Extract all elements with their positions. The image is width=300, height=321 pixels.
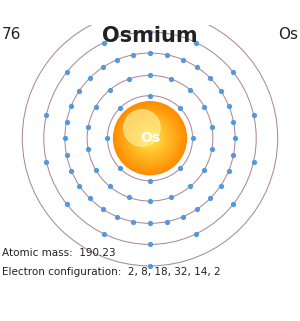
Circle shape [129, 117, 171, 159]
Text: Os: Os [140, 131, 160, 145]
Circle shape [123, 111, 177, 166]
Circle shape [122, 110, 178, 167]
Circle shape [128, 116, 172, 160]
Circle shape [118, 106, 182, 170]
Circle shape [131, 119, 169, 157]
Circle shape [130, 118, 170, 158]
Text: Osmium: Osmium [102, 26, 198, 46]
Circle shape [134, 122, 166, 155]
Circle shape [116, 104, 184, 172]
Circle shape [124, 112, 176, 165]
Text: Atomic mass:  190.23: Atomic mass: 190.23 [2, 248, 116, 258]
Circle shape [147, 135, 153, 141]
Circle shape [145, 133, 155, 144]
Circle shape [144, 132, 156, 144]
Circle shape [133, 121, 167, 156]
Circle shape [140, 128, 160, 148]
Circle shape [141, 129, 159, 147]
Circle shape [115, 104, 185, 173]
Circle shape [132, 120, 168, 156]
Text: Electron configuration:  2, 8, 18, 32, 14, 2: Electron configuration: 2, 8, 18, 32, 14… [2, 267, 221, 277]
Circle shape [138, 126, 162, 150]
Circle shape [114, 103, 186, 174]
Circle shape [142, 130, 158, 146]
Circle shape [137, 126, 163, 151]
Circle shape [146, 134, 154, 143]
Circle shape [125, 114, 175, 163]
Circle shape [136, 125, 164, 152]
Circle shape [148, 136, 152, 140]
Circle shape [143, 131, 157, 145]
Circle shape [119, 107, 181, 169]
Circle shape [113, 102, 187, 175]
Circle shape [124, 110, 160, 146]
Circle shape [134, 123, 166, 154]
Circle shape [149, 137, 151, 139]
Text: 76: 76 [2, 27, 21, 42]
Circle shape [121, 109, 179, 167]
Circle shape [126, 115, 174, 162]
Text: Os: Os [278, 27, 298, 42]
Circle shape [146, 134, 154, 142]
Circle shape [120, 108, 180, 168]
Circle shape [127, 115, 173, 161]
Circle shape [135, 124, 165, 153]
Circle shape [139, 127, 161, 149]
Circle shape [117, 105, 183, 171]
Circle shape [124, 113, 176, 164]
